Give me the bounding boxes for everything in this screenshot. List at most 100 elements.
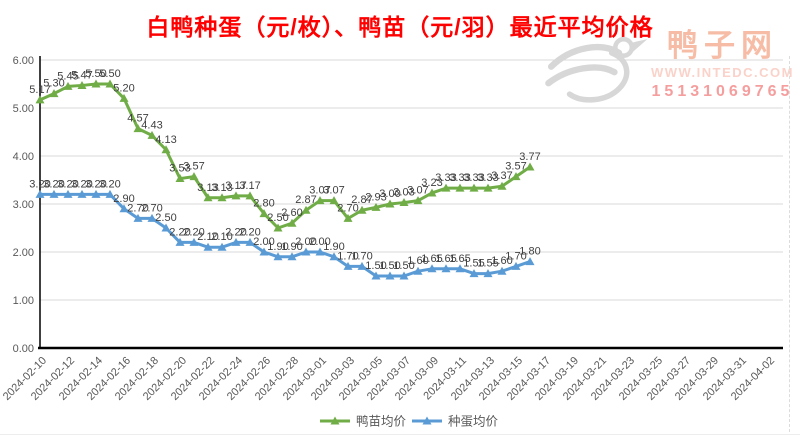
duckling-avg-price-marker — [49, 89, 59, 98]
data-label: 1.65 — [435, 253, 456, 265]
data-label: 3.57 — [505, 161, 526, 173]
duckling-avg-price-marker — [119, 93, 129, 102]
data-label: 3.20 — [99, 178, 120, 190]
data-label: 3.00 — [379, 188, 400, 200]
duckling-avg-price-marker — [511, 172, 521, 181]
data-label: 2.00 — [309, 236, 330, 248]
egg-avg-price-marker — [497, 266, 507, 275]
data-label: 5.50 — [85, 68, 106, 80]
egg-avg-price-marker — [245, 237, 255, 246]
duckling-avg-price-marker — [259, 209, 269, 218]
egg-avg-price-marker — [189, 237, 199, 246]
duckling-avg-price-marker — [315, 196, 325, 205]
duckling-avg-price-marker — [357, 205, 367, 214]
duckling-avg-price-marker — [245, 191, 255, 200]
data-label: 5.30 — [43, 78, 64, 90]
egg-avg-price-marker — [161, 223, 171, 232]
egg-avg-price-marker — [455, 264, 465, 273]
data-label: 2.70 — [127, 202, 148, 214]
y-tick-label: 4.00 — [13, 151, 34, 163]
data-label: 3.20 — [57, 178, 78, 190]
egg-avg-price-marker — [301, 247, 311, 256]
duckling-avg-price-marker — [231, 191, 241, 200]
data-label: 2.87 — [295, 194, 316, 206]
egg-avg-price-marker — [35, 189, 45, 198]
egg-avg-price-marker — [371, 271, 381, 280]
data-label: 5.47 — [71, 69, 92, 81]
data-label: 2.00 — [295, 236, 316, 248]
duckling-avg-price-marker — [455, 183, 465, 192]
data-label: 3.07 — [407, 185, 428, 197]
data-label: 4.57 — [127, 113, 148, 125]
data-label: 3.07 — [323, 185, 344, 197]
data-label: 2.87 — [351, 194, 372, 206]
y-tick-label: 2.00 — [13, 247, 34, 259]
bottom-divider — [0, 434, 800, 435]
data-label: 1.60 — [491, 255, 512, 267]
duckling-avg-price-marker — [441, 183, 451, 192]
data-label: 4.43 — [141, 119, 162, 131]
duckling-avg-price-marker — [329, 196, 339, 205]
y-tick-label: 0.00 — [13, 343, 34, 355]
egg-avg-price-marker — [441, 264, 451, 273]
egg-avg-price-marker — [427, 264, 437, 273]
data-label: 3.33 — [477, 172, 498, 184]
data-label: 3.20 — [85, 178, 106, 190]
data-label: 3.20 — [71, 178, 92, 190]
legend-marker — [330, 416, 340, 425]
data-label: 2.20 — [239, 226, 260, 238]
egg-avg-price-marker — [217, 242, 227, 251]
legend-label: 鸭苗均价 — [356, 415, 407, 429]
scrollbar[interactable] — [789, 56, 790, 432]
data-label: 5.20 — [113, 82, 134, 94]
legend-item-egg-avg-price: 种蛋均价 — [412, 415, 499, 429]
data-label: 2.00 — [253, 236, 274, 248]
y-tick-label: 5.00 — [13, 103, 34, 115]
data-label: 3.20 — [43, 178, 64, 190]
data-label: 2.93 — [365, 191, 386, 203]
data-label: 1.70 — [337, 250, 358, 262]
data-label: 2.90 — [113, 193, 134, 205]
data-label: 3.03 — [393, 187, 414, 199]
egg-avg-price-marker — [287, 252, 297, 261]
data-label: 1.90 — [267, 241, 288, 253]
duckling-avg-price-marker — [287, 218, 297, 227]
legend-item-duckling-avg-price: 鸭苗均价 — [320, 415, 407, 429]
data-label: 3.33 — [463, 172, 484, 184]
data-label: 3.37 — [491, 170, 512, 182]
data-label: 3.07 — [309, 185, 330, 197]
egg-avg-price-marker — [273, 252, 283, 261]
duckling-avg-price-marker — [343, 213, 353, 222]
egg-avg-price-marker — [413, 266, 423, 275]
egg-avg-price-marker — [525, 257, 535, 266]
data-label: 3.13 — [197, 182, 218, 194]
egg-avg-price-marker — [259, 247, 269, 256]
duckling-avg-price-marker — [371, 202, 381, 211]
duckling-avg-price-marker — [385, 199, 395, 208]
egg-avg-price-marker — [91, 189, 101, 198]
egg-avg-price-marker — [203, 242, 213, 251]
data-label: 3.53 — [169, 163, 190, 175]
data-label: 1.90 — [323, 241, 344, 253]
data-label: 1.60 — [407, 255, 428, 267]
data-label: 1.50 — [365, 260, 386, 272]
data-label: 2.60 — [281, 207, 302, 219]
egg-avg-price-marker — [399, 271, 409, 280]
egg-avg-price-marker — [483, 269, 493, 278]
data-label: 1.90 — [281, 241, 302, 253]
duckling-avg-price-marker — [147, 130, 157, 139]
data-label: 1.55 — [477, 258, 498, 270]
duckling-avg-price-marker — [133, 124, 143, 133]
data-label: 5.50 — [99, 68, 120, 80]
data-label: 4.13 — [155, 134, 176, 146]
data-label: 2.20 — [169, 226, 190, 238]
duckling-avg-price-marker — [161, 145, 171, 154]
chart-title: 白鸭种蛋（元/枚）、鸭苗（元/羽）最近平均价格 — [146, 14, 654, 40]
egg-avg-price-marker — [385, 271, 395, 280]
data-label: 2.50 — [267, 212, 288, 224]
data-label: 3.20 — [29, 178, 50, 190]
duckling-avg-price-marker — [301, 205, 311, 214]
y-tick-label: 6.00 — [13, 55, 34, 67]
data-label: 3.23 — [421, 177, 442, 189]
